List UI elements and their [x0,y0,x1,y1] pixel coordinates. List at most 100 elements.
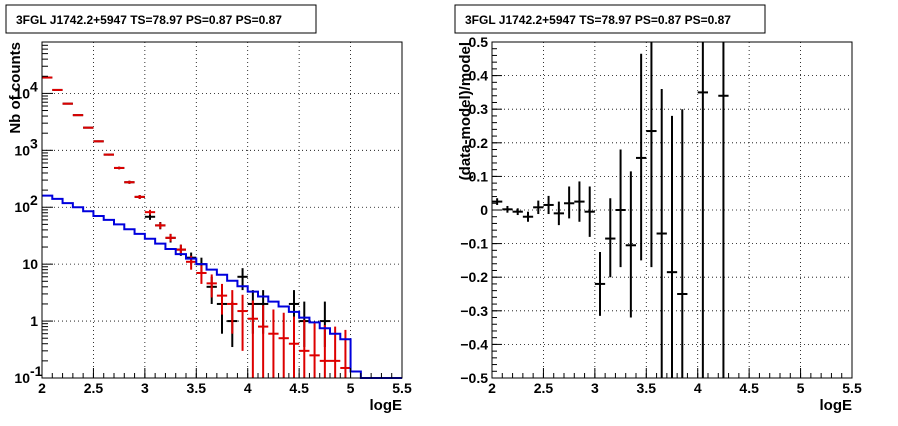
residual-point [605,198,616,278]
residual-point [677,109,688,378]
residual-point [697,42,708,378]
residual-y-tick-label: 0.5 [469,34,489,50]
counts-model-point [206,274,217,298]
counts-y-tick-label: 10 [14,370,30,386]
counts-model-point [288,316,300,378]
counts-model-point [309,322,320,378]
counts-model-point [237,294,248,351]
counts-x-tick-label: 5.5 [392,380,412,396]
residual-y-tick-label: −0.5 [460,370,488,386]
counts-x-tick-label: 4 [244,380,252,396]
counts-model-point [299,319,310,378]
counts-x-tick-label: 2 [38,380,46,396]
residual-x-tick-label: 3 [591,380,599,396]
counts-x-tick-label: 3 [141,380,149,396]
counts-model-point [42,76,53,79]
counts-title: 3FGL J1742.2+5947 TS=78.97 PS=0.87 PS=0.… [16,13,282,27]
counts-model-point [144,209,156,215]
counts-model-point [62,102,73,105]
counts-model-point [103,153,114,156]
residual-point [543,195,554,215]
residual-marks [492,42,729,378]
counts-model-point [268,309,279,378]
counts-y-tick-label: 1 [30,313,38,329]
counts-model-point [52,88,63,91]
counts-y-tick-label: 10 [22,256,38,272]
residual-x-tick-label: 2 [488,380,496,396]
residual-point [646,42,657,268]
counts-model-point [227,290,238,334]
residual-y-tick-label: 0 [480,202,488,218]
residual-panel: 3FGL J1742.2+5947 TS=78.97 PS=0.87 PS=0.… [454,4,862,414]
counts-y-axis-label: Nb of counts [7,42,24,134]
residual-point [502,205,513,213]
residual-x-tick-label: 4 [694,380,702,396]
residual-y-tick-label: 0.2 [469,135,489,151]
counts-x-tick-label: 3.5 [187,380,207,396]
residual-point [615,149,626,268]
residual-point [718,42,729,378]
residual-x-tick-label: 3.5 [637,380,657,396]
residual-point [656,89,667,378]
counts-data-point [144,214,156,220]
residual-title: 3FGL J1742.2+5947 TS=78.97 PS=0.87 PS=0.… [465,13,731,27]
counts-model-point [319,325,330,378]
counts-panel: 3FGL J1742.2+5947 TS=78.97 PS=0.87 PS=0.… [5,4,412,414]
residual-x-tick-label: 2.5 [534,380,554,396]
residual-x-tick-label: 5 [797,380,805,396]
residual-point [666,115,678,378]
counts-x-tick-label: 2.5 [84,380,104,396]
counts-model-step-line [42,194,402,379]
residual-point [492,198,503,205]
residual-y-tick-label: −0.2 [460,269,488,285]
counts-model-point [278,312,289,378]
residual-y-tick-label: 0.4 [469,68,489,84]
counts-y-tick-exponent: 4 [30,78,38,94]
counts-y-tick-label: 10 [14,85,30,101]
counts-x-axis-label: logE [370,397,403,414]
counts-model-point [196,265,207,284]
counts-y-tick-exponent: 2 [30,192,38,208]
residual-x-tick-label: 4.5 [739,380,759,396]
counts-model-point [165,233,176,242]
residual-point [625,171,636,318]
counts-marks [42,76,402,379]
counts-y-tick-label: 10 [14,142,30,158]
residual-y-tick-label: −0.4 [460,336,488,352]
counts-y-tick-exponent: -1 [30,363,43,379]
counts-model-point [258,305,269,378]
residual-ticks: 2 2.5 3 3.5 4 4.5 5 5.5 −0.5 −0.4 −0.3 −0.2 −0.1 0 0.1… [460,34,862,396]
residual-y-axis-label: (data-model)/model [457,42,474,180]
residual-point [553,201,564,226]
counts-y-tick-exponent: 3 [30,135,38,151]
residual-x-tick-label: 5.5 [842,380,862,396]
counts-x-tick-label: 4.5 [289,380,309,396]
residual-title-box [454,4,766,34]
residual-point [512,208,523,216]
residual-y-tick-label: −0.1 [460,236,488,252]
counts-grid [42,42,402,378]
counts-x-tick-label: 5 [347,380,355,396]
counts-model-point [340,329,351,378]
counts-model-point [114,166,125,170]
residual-point [533,200,544,215]
counts-model-point [134,195,145,199]
residual-point [574,181,585,222]
counts-model-point [330,326,341,378]
residual-x-axis-label: logE [820,397,853,414]
counts-title-box [5,4,317,34]
residual-point [522,211,534,222]
residual-point [594,252,606,316]
residual-point [584,186,595,237]
counts-y-tick-label: 10 [14,199,30,215]
counts-model-point [72,114,84,117]
counts-model-point [247,300,258,378]
counts-model-point [83,126,94,129]
counts-model-point [124,180,135,184]
residual-y-tick-label: 0.1 [469,168,489,184]
residual-point [564,186,575,219]
residual-point [636,53,647,261]
